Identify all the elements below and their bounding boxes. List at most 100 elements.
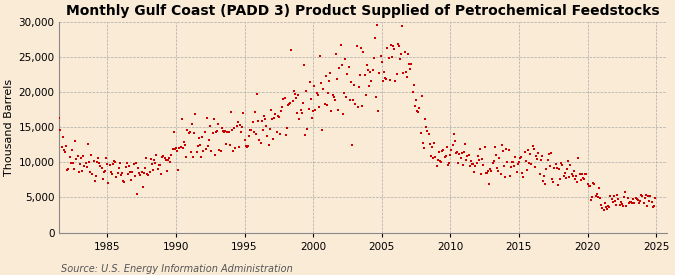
Point xyxy=(456,150,467,155)
Point xyxy=(94,161,105,166)
Point xyxy=(346,142,357,147)
Point xyxy=(179,139,190,144)
Point xyxy=(649,196,660,200)
Y-axis label: Thousand Barrels: Thousand Barrels xyxy=(4,79,14,176)
Point xyxy=(540,182,551,186)
Point xyxy=(448,131,459,136)
Point xyxy=(392,72,402,76)
Point xyxy=(477,157,488,162)
Point xyxy=(142,171,153,176)
Point xyxy=(100,168,111,173)
Point xyxy=(88,159,99,163)
Point xyxy=(284,102,294,106)
Point xyxy=(148,168,159,172)
Point xyxy=(54,116,65,121)
Point xyxy=(408,82,419,87)
Point xyxy=(413,109,424,114)
Point xyxy=(529,165,540,169)
Point xyxy=(492,166,503,170)
Point xyxy=(385,43,396,47)
Point xyxy=(392,42,403,46)
Point xyxy=(354,84,364,89)
Point xyxy=(629,201,640,205)
Point xyxy=(135,173,146,177)
Point xyxy=(580,172,591,177)
Point xyxy=(79,164,90,168)
Point xyxy=(248,130,259,134)
Point xyxy=(352,105,363,109)
Point xyxy=(437,148,448,153)
Point xyxy=(570,174,581,178)
Point xyxy=(405,67,416,71)
Point xyxy=(178,146,188,150)
Point xyxy=(323,90,333,95)
Point xyxy=(466,161,477,166)
Point xyxy=(190,111,200,116)
Point xyxy=(369,56,379,60)
Point xyxy=(138,170,149,175)
Point xyxy=(138,185,148,189)
Point xyxy=(292,111,302,115)
Point xyxy=(259,114,269,119)
Point xyxy=(458,150,469,155)
Point xyxy=(254,138,265,142)
Point xyxy=(186,150,196,154)
Point xyxy=(321,74,331,78)
Point xyxy=(644,199,655,204)
Point xyxy=(628,197,639,202)
Point xyxy=(281,126,292,130)
Point xyxy=(174,146,185,151)
Point xyxy=(329,98,340,102)
Point xyxy=(616,202,627,207)
Point xyxy=(491,153,502,157)
Point xyxy=(441,145,452,149)
Point xyxy=(453,161,464,166)
Point xyxy=(111,175,122,179)
Point xyxy=(610,199,620,203)
Point xyxy=(454,152,465,156)
Point xyxy=(575,178,586,183)
Point xyxy=(563,159,574,163)
Point xyxy=(82,164,92,169)
Point xyxy=(362,68,373,72)
Point xyxy=(236,130,246,134)
Point xyxy=(552,183,563,187)
Point xyxy=(238,111,249,116)
Point xyxy=(252,92,263,96)
Point xyxy=(298,63,309,67)
Point xyxy=(308,109,319,113)
Point xyxy=(362,63,373,67)
Point xyxy=(415,131,426,135)
Point xyxy=(167,146,178,151)
Point xyxy=(461,158,472,163)
Point xyxy=(219,130,230,134)
Point xyxy=(262,134,273,138)
Point xyxy=(422,129,433,133)
Point xyxy=(469,170,480,174)
Point xyxy=(445,153,456,157)
Point xyxy=(508,160,518,164)
Point xyxy=(641,193,651,197)
Point xyxy=(155,163,165,167)
Point xyxy=(311,91,322,95)
Point xyxy=(418,145,429,150)
Point xyxy=(614,203,625,207)
Point xyxy=(51,111,61,115)
Point xyxy=(328,95,339,99)
Point xyxy=(591,192,602,196)
Point xyxy=(493,169,504,173)
Point xyxy=(464,163,475,168)
Point xyxy=(260,117,271,121)
Point xyxy=(200,147,211,151)
Point xyxy=(227,149,238,153)
Point xyxy=(47,118,58,123)
Point xyxy=(543,152,554,156)
Point xyxy=(163,158,173,162)
Point xyxy=(631,197,642,202)
Point xyxy=(224,142,235,147)
Point xyxy=(514,156,525,160)
Point xyxy=(175,145,186,149)
Point xyxy=(49,120,60,125)
Point xyxy=(290,91,300,96)
Point xyxy=(404,62,414,66)
